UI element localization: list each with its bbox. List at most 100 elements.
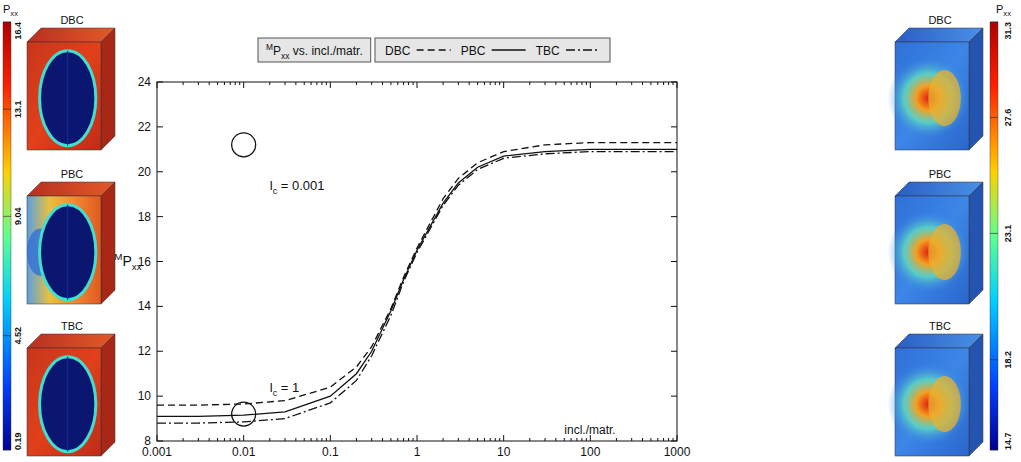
- x-minor-tick: [631, 82, 632, 85]
- x-minor-tick: [239, 438, 240, 441]
- x-minor-tick: [235, 438, 236, 441]
- x-minor-tick: [555, 438, 556, 441]
- x-minor-tick: [529, 82, 530, 85]
- plot-frame: [157, 82, 677, 441]
- x-minor-tick: [490, 438, 491, 441]
- x-minor-tick: [390, 438, 391, 441]
- colorbar-tick-label: 27.6: [1003, 109, 1013, 127]
- series-line: [157, 149, 677, 416]
- x-minor-tick: [668, 82, 669, 85]
- x-minor-tick: [356, 82, 357, 85]
- x-minor-tick: [321, 82, 322, 85]
- x-minor-tick: [555, 82, 556, 85]
- y-tick: [157, 306, 163, 307]
- colorbar-tick-label: 9.04: [13, 208, 23, 226]
- x-minor-tick: [321, 438, 322, 441]
- x-tick: [677, 435, 678, 441]
- x-minor-tick: [564, 438, 565, 441]
- x-minor-tick: [397, 438, 398, 441]
- cut-edge: [67, 357, 68, 452]
- x-minor-tick: [403, 82, 404, 85]
- x-minor-tick: [371, 82, 372, 85]
- view-label: TBC: [929, 320, 951, 332]
- x-minor-tick: [413, 82, 414, 85]
- x-minor-tick: [576, 438, 577, 441]
- x-minor-tick: [564, 82, 565, 85]
- highlight-circle: [232, 402, 256, 426]
- stage: 0.0010.010.1110100100081012141618202224M…: [0, 0, 1021, 462]
- colorbar-tick: [990, 22, 998, 23]
- x-minor-tick: [269, 438, 270, 441]
- y-tick: [671, 441, 677, 442]
- x-minor-tick: [495, 438, 496, 441]
- x-minor-tick: [316, 438, 317, 441]
- x-minor-tick: [650, 438, 651, 441]
- x-minor-tick: [458, 438, 459, 441]
- colorbar-tick: [3, 22, 11, 23]
- x-minor-tick: [285, 438, 286, 441]
- x-minor-tick: [295, 82, 296, 85]
- legend-label: TBC: [536, 44, 560, 58]
- x-minor-tick: [490, 82, 491, 85]
- x-minor-tick: [545, 438, 546, 441]
- cube-top: [27, 334, 115, 348]
- left-panel: 0.194.529.0413.116.4PxxDBCPBCTBC: [3, 3, 115, 456]
- colorbar-tick-label: 14.7: [1003, 432, 1013, 450]
- x-minor-tick: [326, 82, 327, 85]
- y-tick: [157, 396, 163, 397]
- stress-field: [888, 363, 969, 445]
- y-tick: [671, 216, 677, 217]
- x-minor-tick: [571, 438, 572, 441]
- y-tick: [671, 82, 677, 83]
- inclusion: [40, 357, 96, 452]
- title-box-frame: [258, 38, 371, 62]
- y-tick-label: 18: [138, 210, 152, 224]
- colorbar-tick-label: 4.52: [13, 327, 23, 345]
- x-minor-tick: [311, 438, 312, 441]
- x-minor-tick: [356, 438, 357, 441]
- y-tick: [157, 261, 163, 262]
- x-minor-tick: [581, 82, 582, 85]
- y-tick-label: 20: [138, 165, 152, 179]
- x-minor-tick: [224, 438, 225, 441]
- y-tick-label: 24: [138, 75, 152, 89]
- x-minor-tick: [382, 82, 383, 85]
- annotation: lc = 0.001: [270, 178, 325, 196]
- inclusion: [928, 224, 961, 280]
- x-minor-tick: [650, 82, 651, 85]
- x-minor-tick: [295, 438, 296, 441]
- x-minor-tick: [183, 82, 184, 85]
- x-minor-tick: [371, 438, 372, 441]
- x-minor-tick: [326, 438, 327, 441]
- colorbar-tick: [990, 117, 998, 118]
- y-tick: [671, 126, 677, 127]
- stress-field: [888, 211, 969, 293]
- x-minor-tick: [217, 438, 218, 441]
- colorbar-tick: [990, 450, 998, 451]
- x-minor-tick: [477, 82, 478, 85]
- x-minor-tick: [390, 82, 391, 85]
- x-tick: [417, 435, 418, 441]
- colorbar-tick: [990, 359, 998, 360]
- title-box: MPxx vs. incl./matr.: [258, 38, 371, 62]
- cube-top: [27, 28, 115, 42]
- x-tick: [590, 82, 591, 88]
- x-minor-tick: [443, 438, 444, 441]
- right-panel: 14.718.223.127.631.3PxxDBCPBCTBC: [888, 3, 1013, 456]
- x-tick: [330, 82, 331, 88]
- colorbar: [3, 22, 11, 450]
- x-minor-tick: [316, 82, 317, 85]
- x-tick: [157, 82, 158, 88]
- colorbar-tick-label: 23.1: [1003, 225, 1013, 243]
- x-tick-label: 1000: [664, 445, 691, 459]
- cube-top: [27, 182, 115, 196]
- colorbar-tick-label: 18.2: [1003, 351, 1013, 369]
- x-minor-tick: [285, 82, 286, 85]
- x-axis-title: incl./matr.: [564, 423, 615, 437]
- cube-side: [969, 334, 983, 456]
- x-minor-tick: [217, 82, 218, 85]
- x-minor-tick: [382, 438, 383, 441]
- x-tick: [677, 82, 678, 88]
- x-minor-tick: [304, 438, 305, 441]
- x-minor-tick: [230, 438, 231, 441]
